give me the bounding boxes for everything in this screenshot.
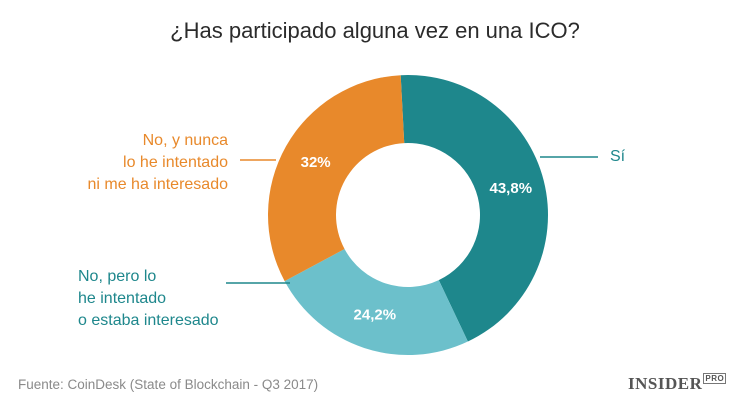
logo: INSIDER PRO — [628, 373, 727, 394]
category-label: Sí — [610, 148, 626, 165]
chart-title: ¿Has participado alguna vez en una ICO? — [170, 18, 580, 43]
logo-text: INSIDER — [628, 374, 703, 393]
donut-slice — [268, 75, 405, 282]
donut-slice — [400, 75, 548, 342]
value-label: 43,8% — [490, 180, 533, 197]
value-label: 24,2% — [354, 307, 397, 324]
source: Fuente: CoinDesk (State of Blockchain - … — [18, 377, 319, 392]
category-label: No, pero lo he intentado o estaba intere… — [78, 268, 219, 329]
category-label: No, y nunca lo he intentado ni me ha int… — [87, 132, 228, 193]
logo-sub: PRO — [703, 373, 727, 384]
donut-slice — [284, 249, 468, 355]
value-label: 32% — [301, 154, 331, 171]
